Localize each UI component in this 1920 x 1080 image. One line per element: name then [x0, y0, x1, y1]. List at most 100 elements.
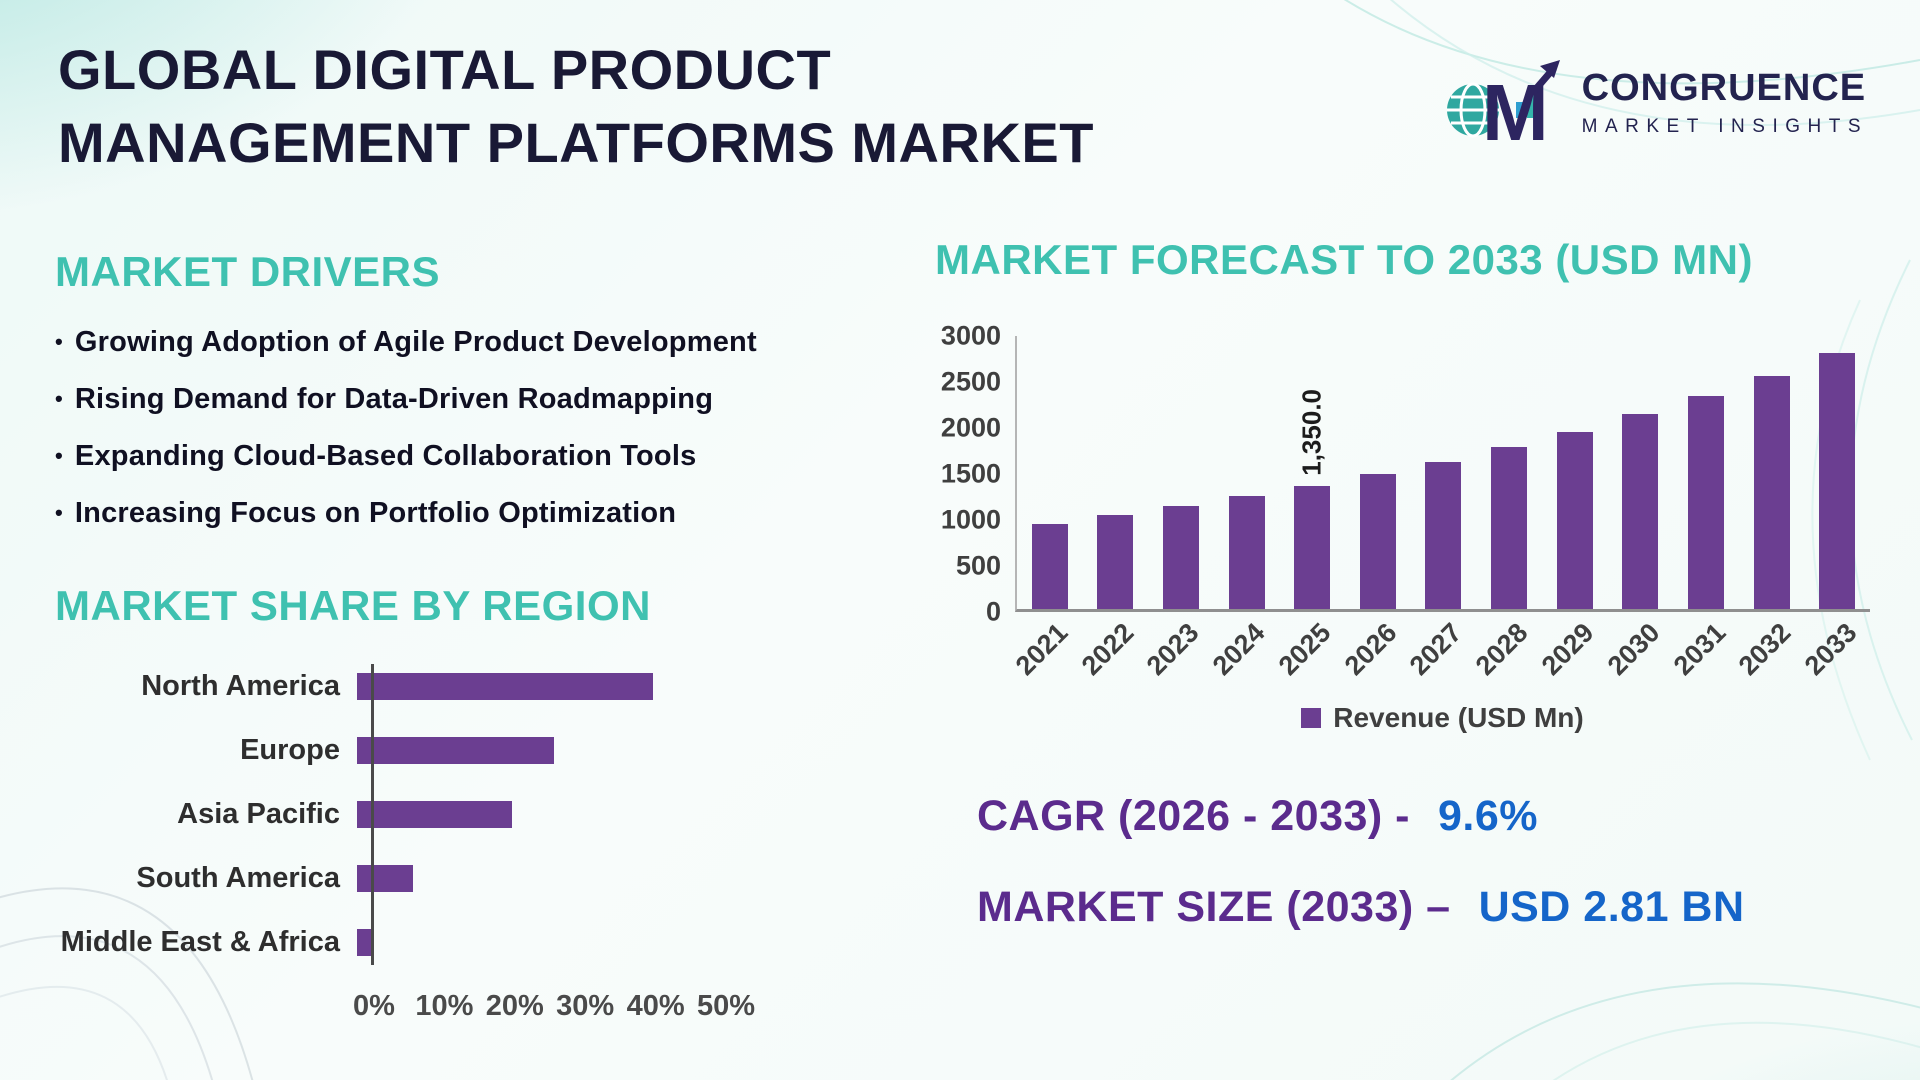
legend-label: Revenue (USD Mn) [1333, 702, 1584, 733]
title-line-2: MANAGEMENT PLATFORMS MARKET [58, 110, 1094, 174]
region-label: Asia Pacific [177, 798, 340, 830]
x-axis-label-text: 2021 [1009, 617, 1074, 681]
x-axis-label-text: 2025 [1272, 617, 1337, 681]
forecast-chart: 0 500 1000 1500 2000 2500 3000 1,350.0 [935, 321, 1870, 627]
region-bar-track [357, 929, 709, 956]
forecast-bar [1163, 506, 1200, 609]
x-axis-label: 2032 [1733, 617, 1804, 696]
forecast-bar [1228, 496, 1265, 609]
x-axis-label: 2023 [1141, 617, 1213, 696]
x-axis-tick: 50% [696, 990, 756, 1022]
region-share-heading: MARKET SHARE BY REGION [55, 582, 651, 629]
x-axis-label-text: 2023 [1141, 617, 1205, 681]
forecast-bar-slot [1739, 336, 1805, 609]
x-axis-label-text: 2024 [1206, 617, 1271, 681]
globe-monogram-icon: M [1446, 60, 1560, 152]
legend-swatch [1301, 708, 1322, 728]
forecast-bar [1294, 486, 1331, 609]
x-axis-label-text: 2032 [1733, 617, 1797, 681]
x-axis-label: 2029 [1536, 617, 1607, 696]
region-bar [357, 929, 372, 956]
region-share-rows: North America Europe Asia Pacific South Ame… [55, 664, 855, 965]
forecast-bar [1097, 515, 1134, 609]
region-bar [357, 673, 653, 700]
driver-item: Expanding Cloud-Based Collaboration Tool… [55, 440, 855, 473]
x-axis-label-text: 2031 [1667, 617, 1732, 681]
region-bar [357, 737, 555, 764]
x-axis-tick: 30% [556, 990, 615, 1022]
forecast-bar [1753, 376, 1790, 609]
x-axis-tick: 10% [415, 990, 474, 1022]
region-bar-track [357, 865, 709, 892]
region-share-xticks: 0% 10% 20% 30% 40% 50% [353, 990, 755, 1034]
forecast-bar-slot [1542, 336, 1608, 609]
region-label: Middle East & Africa [60, 926, 340, 958]
forecast-bar-slot [1345, 336, 1411, 609]
y-axis-tick: 3000 [940, 320, 1001, 351]
y-axis-tick: 2000 [940, 412, 1001, 443]
x-axis-label: 2026 [1339, 617, 1410, 696]
cagr-line: CAGR (2026 - 2033) - 9.6% [977, 792, 1870, 841]
forecast-bar-slot [1673, 336, 1739, 609]
market-size-label: MARKET SIZE (2033) – [977, 883, 1451, 931]
brand-name: CONGRUENCE [1581, 66, 1867, 109]
y-axis-tick: 1500 [940, 458, 1001, 489]
x-axis-label: 2025 [1273, 617, 1344, 696]
forecast-bar-slot [1214, 336, 1280, 609]
region-bar-row: North America [55, 670, 855, 703]
y-axis-tick: 500 [955, 550, 1001, 581]
x-axis-label: 2033 [1799, 617, 1870, 696]
region-label: South America [136, 862, 340, 894]
x-axis-label: 2028 [1470, 617, 1541, 696]
x-axis-tick: 40% [626, 990, 685, 1022]
forecast-bar [1556, 431, 1593, 609]
region-bar-row: South America [55, 862, 855, 895]
region-label: North America [141, 670, 340, 702]
x-axis-label: 2027 [1404, 617, 1476, 696]
forecast-bar-slot [1411, 336, 1477, 609]
forecast-bar-slot [1017, 336, 1083, 609]
region-bar-row: Middle East & Africa [55, 926, 855, 959]
region-bar-track [357, 673, 709, 700]
brand-logo: M CONGRUENCE MARKET INSIGHTS [1440, 52, 1868, 152]
forecast-bar-slot [1804, 336, 1870, 609]
region-bar [357, 801, 512, 828]
page-title: GLOBAL DIGITAL PRODUCT MANAGEMENT PLATFO… [58, 34, 1094, 180]
forecast-legend: Revenue (USD Mn) [1015, 702, 1870, 734]
forecast-bar [1491, 447, 1528, 609]
x-axis-tick: 20% [485, 990, 544, 1022]
forecast-bar [1687, 396, 1724, 609]
x-axis-label: 2030 [1602, 617, 1673, 696]
forecast-bar-slot [1607, 336, 1673, 609]
market-drivers-list: Growing Adoption of Agile Product Develo… [55, 326, 855, 530]
forecast-bar-slot: 1,350.0 [1279, 336, 1345, 609]
driver-item: Increasing Focus on Portfolio Optimizati… [55, 497, 855, 530]
region-bar-track [357, 737, 709, 764]
brand-text: CONGRUENCE MARKET INSIGHTS [1582, 67, 1868, 138]
x-axis-tick: 0% [353, 990, 395, 1022]
x-axis-label: 2022 [1075, 617, 1147, 696]
x-axis-label-text: 2027 [1404, 617, 1468, 681]
forecast-bar [1622, 414, 1659, 609]
forecast-bar [1359, 474, 1396, 609]
x-axis-label-text: 2028 [1470, 617, 1534, 681]
x-axis-label-text: 2029 [1535, 617, 1600, 681]
forecast-bar [1425, 461, 1462, 609]
region-bar-track [357, 801, 709, 828]
x-axis-label: 2024 [1207, 617, 1278, 696]
title-line-1: GLOBAL DIGITAL PRODUCT [58, 38, 832, 101]
driver-item: Growing Adoption of Agile Product Develo… [55, 326, 855, 359]
y-axis-tick: 2500 [940, 366, 1001, 397]
forecast-yaxis: 0 500 1000 1500 2000 2500 3000 [935, 321, 1015, 627]
market-drivers-heading: MARKET DRIVERS [55, 248, 441, 295]
region-bar-row: Europe [55, 734, 855, 767]
y-axis-tick: 0 [985, 596, 1001, 627]
x-axis-label-text: 2022 [1075, 617, 1140, 681]
right-column: MARKET FORECAST TO 2033 (USD MN) 0 500 100… [935, 236, 1870, 974]
forecast-bar [1031, 524, 1068, 609]
forecast-plot: 1,350.0 [1015, 336, 1870, 612]
forecast-bar-slot [1476, 336, 1542, 609]
forecast-heading: MARKET FORECAST TO 2033 (USD MN) [935, 236, 1753, 283]
forecast-bar [1819, 353, 1856, 609]
